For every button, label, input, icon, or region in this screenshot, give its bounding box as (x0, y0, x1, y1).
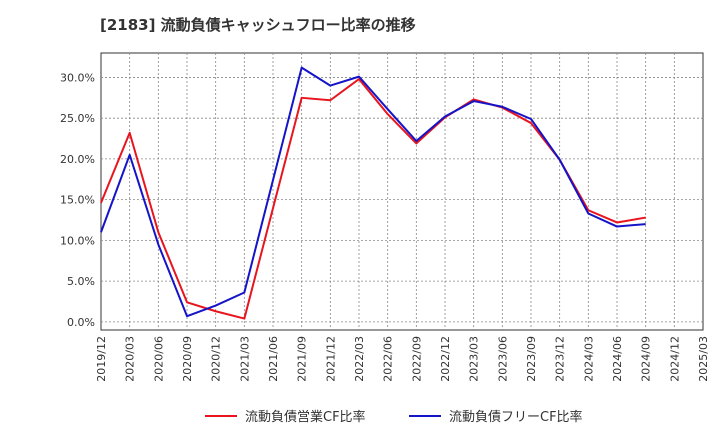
x-tick-label: 2020/12 (210, 336, 223, 382)
x-tick-label: 2022/06 (382, 336, 395, 382)
grid (101, 53, 703, 330)
legend-label-2: 流動負債フリーCF比率 (449, 409, 583, 425)
x-tick-label: 2024/09 (640, 336, 653, 382)
x-tick-label: 2025/03 (697, 336, 710, 382)
y-tick-label: 25.0% (60, 112, 95, 125)
legend: 流動負債営業CF比率 流動負債フリーCF比率 (205, 409, 583, 425)
plot-area (100, 52, 704, 331)
legend-label-1: 流動負債営業CF比率 (245, 409, 366, 425)
x-tick-label: 2020/03 (124, 336, 137, 382)
y-tick-label: 15.0% (60, 194, 95, 207)
x-tick-label: 2024/12 (668, 336, 681, 382)
y-tick-label: 10.0% (60, 234, 95, 247)
x-tick-label: 2024/06 (611, 336, 624, 382)
x-tick-label: 2023/06 (496, 336, 509, 382)
y-tick-label: 0.0% (67, 316, 95, 329)
x-tick-label: 2021/12 (324, 336, 337, 382)
y-axis: 0.0% 5.0% 10.0% 15.0% 20.0% 25.0% 30.0% (60, 71, 95, 328)
y-tick-label: 20.0% (60, 153, 95, 166)
x-tick-label: 2022/12 (439, 336, 452, 382)
x-tick-label: 2021/09 (296, 336, 309, 382)
x-tick-label: 2021/06 (267, 336, 280, 382)
x-axis: 2019/12 2020/03 2020/06 2020/09 2020/12 2021/… (95, 336, 710, 382)
chart-title: [2183] 流動負債キャッシュフロー比率の推移 (100, 16, 416, 34)
x-tick-label: 2023/12 (554, 336, 567, 382)
x-tick-label: 2022/09 (410, 336, 423, 382)
x-tick-label: 2024/03 (582, 336, 595, 382)
x-tick-label: 2019/12 (95, 336, 108, 382)
series-line-2 (100, 66, 646, 318)
x-tick-label: 2020/06 (152, 336, 165, 382)
x-tick-label: 2021/03 (238, 336, 251, 382)
x-tick-label: 2022/03 (353, 336, 366, 382)
y-tick-label: 30.0% (60, 71, 95, 84)
y-tick-label: 5.0% (67, 275, 95, 288)
x-tick-label: 2023/09 (525, 336, 538, 382)
x-tick-label: 2023/03 (468, 336, 481, 382)
series-lines (100, 66, 646, 320)
x-tick-label: 2020/09 (181, 336, 194, 382)
